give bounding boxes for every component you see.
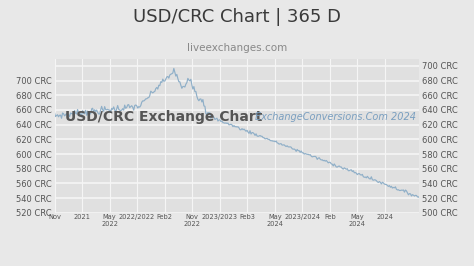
Text: ExchangeConversions.Com 2024: ExchangeConversions.Com 2024 [255,112,416,122]
Text: USD/CRC Exchange Chart: USD/CRC Exchange Chart [65,110,263,124]
Text: liveexchanges.com: liveexchanges.com [187,43,287,53]
Text: USD/CRC Chart | 365 D: USD/CRC Chart | 365 D [133,8,341,26]
